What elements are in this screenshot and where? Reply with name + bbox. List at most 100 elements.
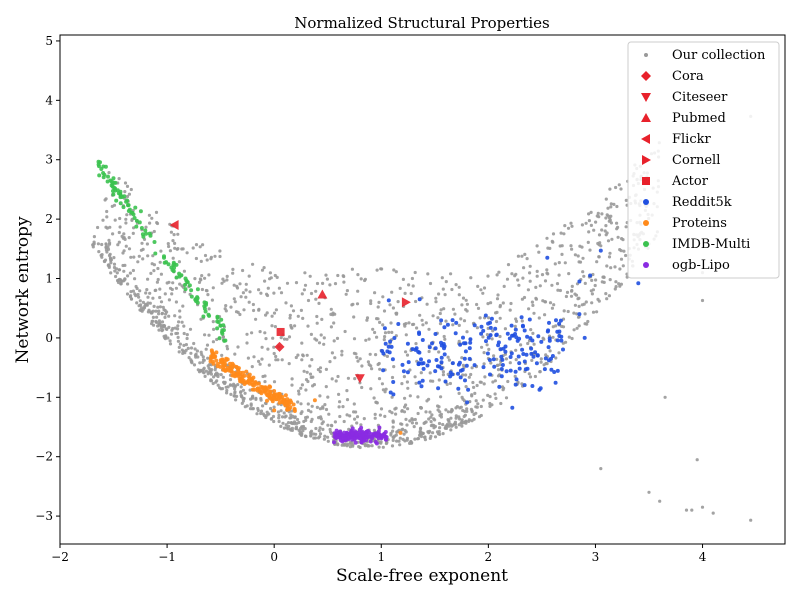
collection-point: [414, 381, 418, 385]
collection-point: [169, 230, 173, 234]
collection-point: [624, 225, 628, 229]
collection-point: [345, 444, 349, 448]
collection-point: [308, 364, 312, 368]
collection-point: [454, 425, 458, 429]
collection-point: [474, 411, 478, 415]
imdb-multi-point: [134, 224, 139, 229]
collection-point: [559, 231, 563, 235]
collection-point: [539, 360, 543, 364]
collection-point: [161, 328, 165, 332]
imdb-multi-point: [129, 210, 134, 215]
imdb-multi-point: [113, 188, 118, 193]
collection-point: [413, 437, 417, 441]
collection-point: [545, 362, 549, 366]
collection-point: [241, 388, 245, 392]
collection-point: [301, 316, 305, 320]
collection-point: [198, 277, 202, 281]
collection-point: [446, 355, 450, 359]
collection-point: [498, 305, 502, 309]
collection-point: [315, 314, 319, 319]
ogb-lipo-point: [377, 425, 382, 430]
x-axis-label: Scale-free exponent: [336, 566, 508, 586]
collection-point: [272, 345, 276, 349]
collection-point: [158, 295, 162, 300]
ogb-lipo-point: [341, 433, 346, 438]
imdb-multi-point: [126, 209, 131, 213]
collection-point: [572, 311, 576, 315]
collection-point: [152, 229, 156, 234]
collection-point: [451, 323, 455, 327]
collection-point: [306, 298, 311, 303]
collection-point: [529, 328, 533, 332]
collection-point: [200, 353, 204, 357]
collection-point: [531, 331, 535, 335]
reddit5k-point: [493, 326, 498, 331]
collection-point: [302, 288, 306, 292]
collection-point: [322, 342, 326, 346]
collection-point: [202, 366, 206, 370]
collection-point: [617, 183, 621, 187]
collection-point: [201, 243, 205, 247]
collection-point: [198, 245, 202, 249]
collection-point: [554, 324, 558, 328]
collection-point: [431, 314, 435, 318]
collection-point: [621, 264, 625, 268]
collection-point: [215, 337, 219, 342]
collection-point: [480, 345, 484, 349]
collection-point: [157, 322, 161, 326]
reddit5k-point: [389, 344, 394, 349]
collection-point: [315, 281, 320, 286]
collection-point: [516, 278, 520, 282]
collection-point: [178, 282, 182, 286]
y-tick-label: 1: [45, 272, 53, 286]
collection-point: [459, 317, 463, 321]
collection-point: [290, 377, 294, 381]
collection-point: [605, 264, 609, 268]
collection-point: [220, 281, 224, 285]
collection-point: [467, 375, 471, 379]
collection-point: [437, 350, 441, 354]
collection-point: [223, 307, 227, 311]
collection-point: [127, 192, 131, 196]
collection-point: [367, 337, 371, 341]
collection-point: [403, 291, 407, 295]
collection-point: [328, 283, 332, 287]
proteins-point: [249, 377, 254, 382]
collection-point: [349, 442, 353, 446]
collection-point: [495, 273, 499, 277]
collection-point: [135, 301, 139, 305]
reddit5k-point: [472, 323, 477, 328]
reddit5k-point: [517, 361, 522, 366]
collection-point: [96, 242, 100, 246]
collection-point: [535, 269, 539, 273]
collection-point: [576, 315, 581, 319]
collection-point: [116, 278, 120, 282]
collection-point: [254, 396, 258, 400]
reddit5k-point: [435, 364, 440, 369]
collection-point: [509, 301, 513, 306]
collection-point: [615, 221, 619, 225]
collection-point: [222, 279, 226, 283]
proteins-point: [234, 371, 239, 376]
collection-point: [570, 336, 574, 341]
reddit5k-point: [513, 369, 518, 374]
collection-point: [141, 247, 145, 251]
collection-point: [223, 381, 227, 386]
collection-point: [454, 416, 458, 420]
reddit5k-point: [522, 328, 527, 333]
legend-marker: [641, 71, 651, 81]
proteins-point: [272, 408, 277, 413]
collection-point: [313, 337, 317, 341]
collection-point: [684, 508, 689, 512]
collection-point: [326, 395, 330, 399]
collection-point: [517, 283, 521, 287]
collection-point: [194, 355, 198, 359]
reddit5k-point: [508, 355, 513, 359]
collection-point: [526, 341, 530, 346]
reddit5k-point: [420, 338, 425, 342]
collection-point: [121, 251, 125, 255]
collection-point: [610, 237, 614, 241]
collection-point: [262, 266, 266, 270]
collection-point: [308, 372, 313, 376]
collection-point: [479, 380, 483, 384]
